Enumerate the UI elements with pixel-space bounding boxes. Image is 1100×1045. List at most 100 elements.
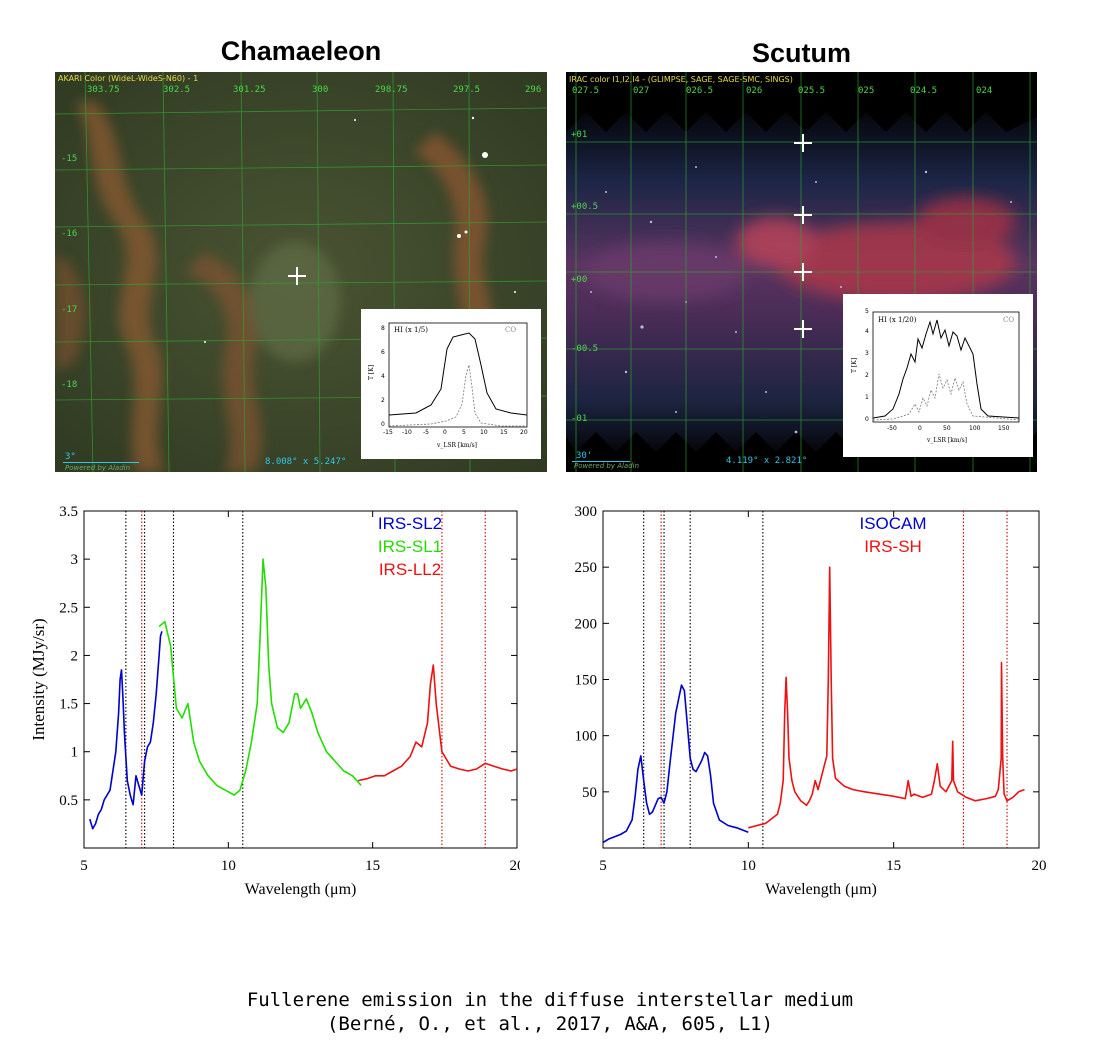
chamaeleon-sky-image: AKARI Color (WideL-WideS-N60) - 1 303.75… xyxy=(55,72,547,472)
x-tick-label: 10 xyxy=(221,858,236,874)
inset-co-line xyxy=(872,373,1020,421)
y-tick-label: 200 xyxy=(575,616,598,632)
legend-entry: ISOCAM xyxy=(859,514,926,533)
legend-entry: IRS-SL1 xyxy=(378,537,442,556)
ra-tick: 301.25 xyxy=(233,85,266,95)
right-image-header: IRAC color I1,I2,I4 - (GLIMPSE, SAGE, SA… xyxy=(569,75,793,84)
ra-tick: 024 xyxy=(976,86,993,96)
x-tick-label: 10 xyxy=(741,858,756,874)
dec-tick: +00 xyxy=(571,275,588,285)
plot-frame xyxy=(602,510,1040,849)
y-axis-label: Intensity (MJy/sr) xyxy=(29,618,48,740)
inset-x-tick: 0 xyxy=(918,425,922,432)
dec-tick: -17 xyxy=(61,305,78,315)
left-panel-title: Chamaeleon xyxy=(220,36,382,66)
inset-y-tick: 2 xyxy=(865,372,869,379)
x-tick-label: 15 xyxy=(886,858,901,874)
ra-tick: 025 xyxy=(858,86,875,96)
inset-y-tick: 5 xyxy=(865,308,869,315)
series-line-irs-sl2 xyxy=(89,631,163,830)
series-line-irs-sl1 xyxy=(158,558,362,796)
inset-x-tick: 10 xyxy=(480,429,488,436)
left-credit: Powered by Aladin xyxy=(65,464,131,472)
scutum-sky-image: IRAC color I1,I2,I4 - (GLIMPSE, SAGE, SA… xyxy=(566,72,1037,472)
inset-x-tick: -5 xyxy=(423,429,429,436)
inset-y-tick: 3 xyxy=(865,350,869,357)
inset-xlabel: v_LSR [km/s] xyxy=(927,437,968,444)
inset-x-tick: 50 xyxy=(943,425,951,432)
dec-tick: -16 xyxy=(61,229,78,239)
inset-ylabel: T [K] xyxy=(368,364,376,381)
series-line-irs-ll2 xyxy=(358,664,518,782)
ra-tick: 024.5 xyxy=(910,86,938,96)
left-ra-ticks: 303.75 302.5 301.25 300 298.75 297.5 296 xyxy=(55,85,547,97)
ra-tick: 300 xyxy=(312,85,329,95)
left-scale-bar xyxy=(63,462,139,463)
x-tick-label: 20 xyxy=(510,858,521,874)
inset-hi-label: HI (x 1/5) xyxy=(394,326,428,334)
x-axis-label: Wavelength (μm) xyxy=(245,881,357,898)
ra-tick: 027 xyxy=(633,86,650,96)
ra-tick: 303.75 xyxy=(87,85,120,95)
ra-tick: 027.5 xyxy=(572,86,600,96)
dec-tick: +01 xyxy=(571,130,588,140)
y-tick-label: 1 xyxy=(71,745,79,761)
inset-x-tick: 150 xyxy=(998,425,1010,432)
y-tick-label: 1.5 xyxy=(59,697,78,713)
x-tick-label: 20 xyxy=(1032,858,1047,874)
right-credit: Powered by Aladin xyxy=(574,462,640,470)
inset-x-tick: -10 xyxy=(402,429,412,436)
right-panel-title: Scutum xyxy=(751,38,851,68)
dec-tick: -00.5 xyxy=(571,344,599,354)
inset-y-tick: 0 xyxy=(865,416,869,423)
dec-tick: -15 xyxy=(61,154,78,164)
inset-hi-line xyxy=(872,319,1020,419)
y-tick-label: 2 xyxy=(71,648,79,664)
inset-y-tick: 8 xyxy=(381,325,385,332)
inset-xlabel: v_LSR [km/s] xyxy=(437,442,478,449)
plot-frame xyxy=(83,510,518,849)
inset-y-tick: 6 xyxy=(381,349,385,356)
scutum-spectrum-chart: 5 10 15 20 50 100 150 200 250 300 ISOCAM IRS-SH Wave… xyxy=(575,504,1047,898)
inset-x-tick: 15 xyxy=(500,429,508,436)
caption-line-1: Fullerene emission in the diffuse inters… xyxy=(246,989,854,1011)
inset-x-tick: 0 xyxy=(443,429,447,436)
dec-tick: -18 xyxy=(61,380,78,390)
y-tick-label: 150 xyxy=(575,673,598,689)
x-tick-label: 15 xyxy=(365,858,380,874)
ra-tick: 026.5 xyxy=(686,86,714,96)
y-tick-label: 100 xyxy=(575,729,598,745)
ra-tick: 026 xyxy=(746,86,763,96)
inset-y-tick: 4 xyxy=(381,373,385,380)
left-fov-label: 8.008° x 5.247° xyxy=(265,457,347,467)
right-scale-bar xyxy=(572,461,630,462)
chamaeleon-spectrum-chart: 5 10 15 20 0.5 1 1.5 2 2.5 3 3.5 IRS-SL2 IRS-SL1 IRS-… xyxy=(29,504,521,898)
inset-co-label: CO xyxy=(505,326,517,334)
chamaeleon-inset-plot: HI (x 1/5) CO T [K] v_LSR [km/s] -15 -10… xyxy=(361,309,541,459)
x-tick-label: 5 xyxy=(80,858,88,874)
ra-tick: 297.5 xyxy=(453,85,481,95)
x-tick-label: 5 xyxy=(599,858,607,874)
inset-hi-line xyxy=(388,332,528,416)
ra-tick: 296 xyxy=(525,85,542,95)
ra-tick: 298.75 xyxy=(375,85,408,95)
inset-ylabel: T [K] xyxy=(851,357,859,374)
ra-tick: 302.5 xyxy=(163,85,191,95)
inset-y-tick: 1 xyxy=(865,394,869,401)
y-tick-label: 2.5 xyxy=(59,600,78,616)
series-line-isocam xyxy=(602,684,749,844)
y-tick-label: 50 xyxy=(582,785,597,801)
y-tick-label: 0.5 xyxy=(59,793,78,809)
dec-tick: -01 xyxy=(571,414,588,424)
caption-line-2: (Berné, O., et al., 2017, A&A, 605, L1) xyxy=(326,1013,774,1035)
ra-tick: 025.5 xyxy=(798,86,826,96)
legend-entry: IRS-SH xyxy=(864,537,922,556)
legend-entry: IRS-LL2 xyxy=(379,560,441,579)
y-tick-label: 300 xyxy=(575,504,598,520)
left-scale-label: 3° xyxy=(65,452,76,462)
scutum-inset-plot: HI (x 1/20) CO T [K] v_LSR [km/s] -50 0 … xyxy=(843,294,1033,457)
inset-x-tick: 5 xyxy=(462,429,466,436)
figure-caption: Fullerene emission in the diffuse inters… xyxy=(0,988,1100,1036)
legend-entry: IRS-SL2 xyxy=(378,514,442,533)
y-tick-label: 3.5 xyxy=(59,504,78,520)
